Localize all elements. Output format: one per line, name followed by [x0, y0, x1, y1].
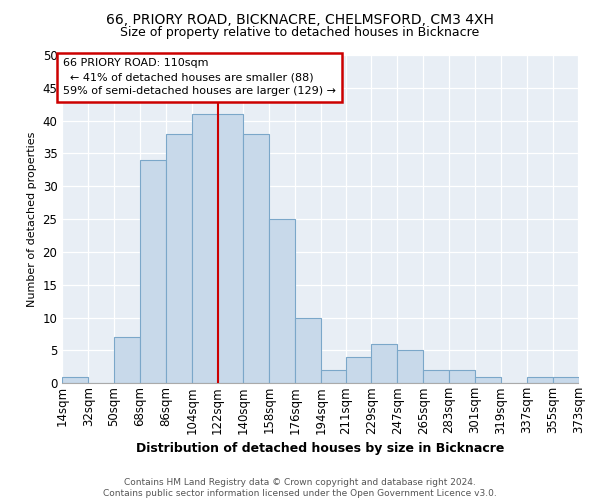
- Bar: [346, 357, 371, 384]
- Bar: [218, 114, 244, 384]
- Text: Contains HM Land Registry data © Crown copyright and database right 2024.
Contai: Contains HM Land Registry data © Crown c…: [103, 478, 497, 498]
- Bar: [192, 114, 218, 384]
- Bar: [295, 318, 321, 384]
- Text: 66 PRIORY ROAD: 110sqm
  ← 41% of detached houses are smaller (88)
59% of semi-d: 66 PRIORY ROAD: 110sqm ← 41% of detached…: [63, 58, 336, 96]
- Bar: [140, 160, 166, 384]
- Bar: [449, 370, 475, 384]
- Bar: [166, 134, 192, 384]
- X-axis label: Distribution of detached houses by size in Bicknacre: Distribution of detached houses by size …: [136, 442, 505, 455]
- Text: 66, PRIORY ROAD, BICKNACRE, CHELMSFORD, CM3 4XH: 66, PRIORY ROAD, BICKNACRE, CHELMSFORD, …: [106, 12, 494, 26]
- Bar: [371, 344, 397, 384]
- Bar: [269, 219, 295, 384]
- Bar: [527, 376, 553, 384]
- Text: Size of property relative to detached houses in Bicknacre: Size of property relative to detached ho…: [121, 26, 479, 39]
- Bar: [475, 376, 501, 384]
- Bar: [62, 376, 88, 384]
- Y-axis label: Number of detached properties: Number of detached properties: [27, 132, 37, 307]
- Bar: [553, 376, 578, 384]
- Bar: [321, 370, 347, 384]
- Bar: [397, 350, 423, 384]
- Bar: [423, 370, 449, 384]
- Bar: [114, 338, 140, 384]
- Bar: [244, 134, 269, 384]
